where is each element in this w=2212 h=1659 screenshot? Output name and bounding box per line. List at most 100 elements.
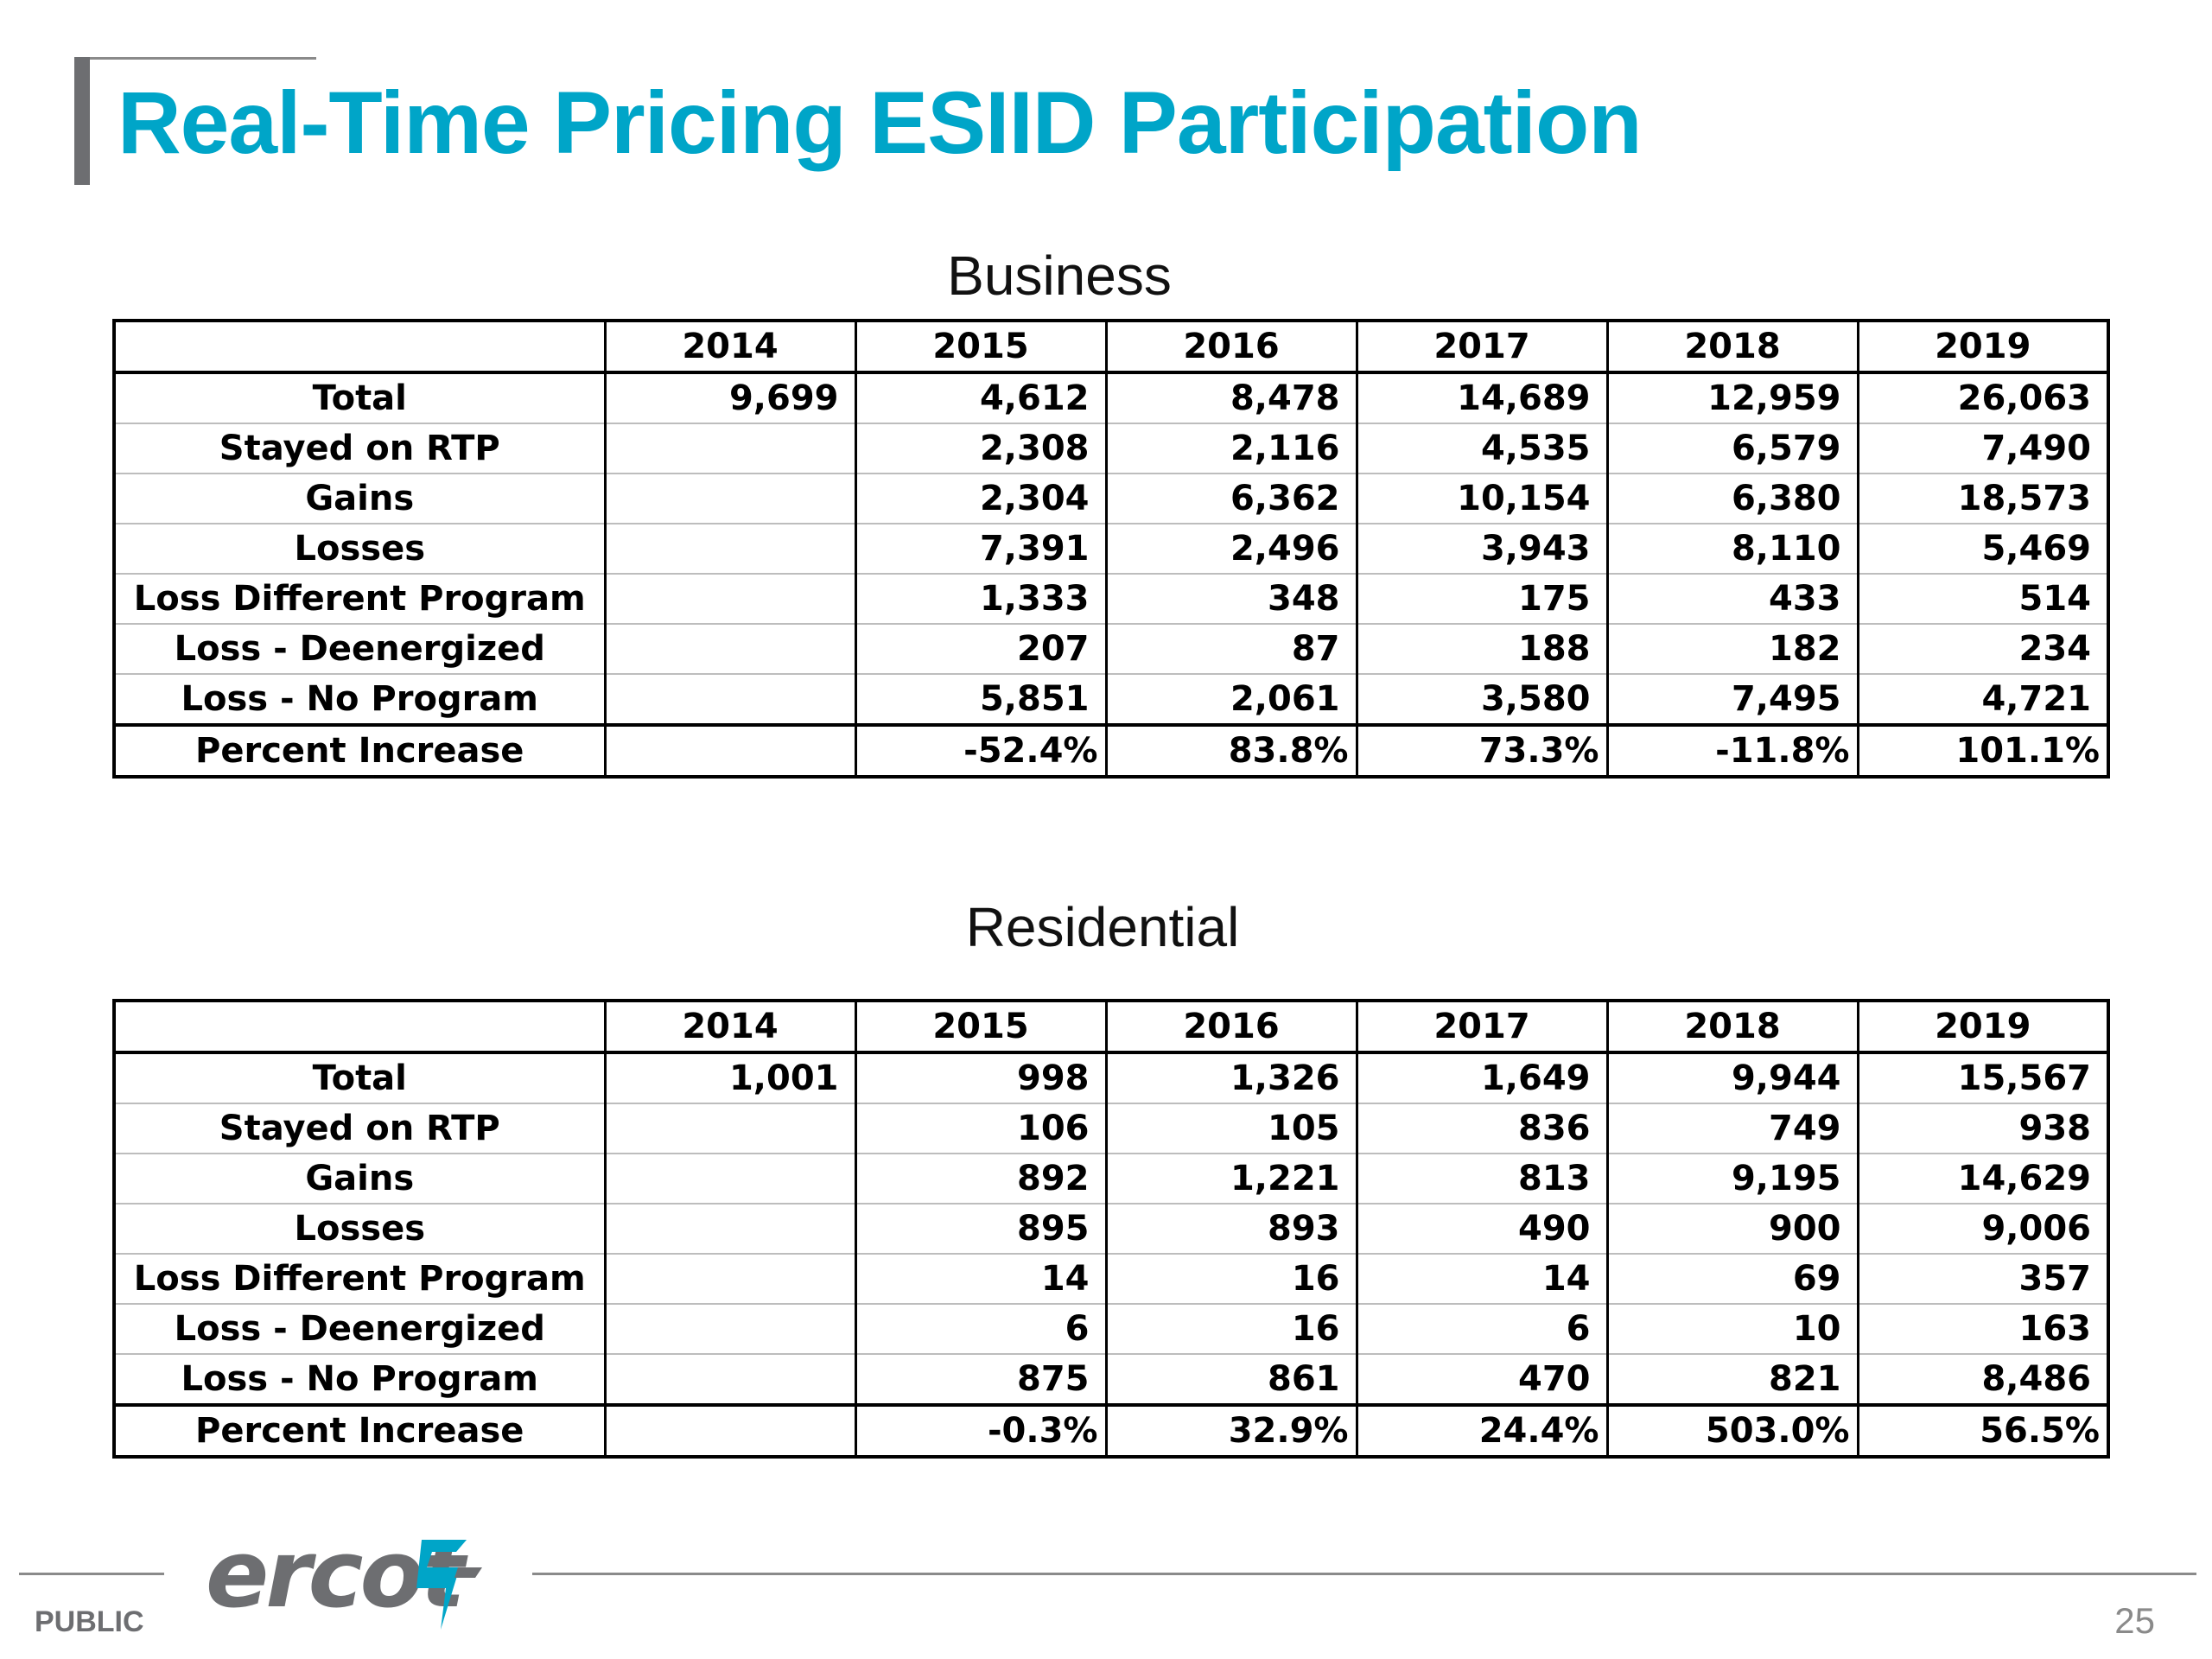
business-table: 2014 2015 2016 2017 2018 2019 Total 9,699 4,612 8… bbox=[112, 319, 2110, 779]
value-cell: 1,326 bbox=[1104, 1052, 1358, 1104]
residential-table: 2014 2015 2016 2017 2018 2019 Total 1,001 998 1,3… bbox=[112, 999, 2110, 1459]
value-cell: -0.3% bbox=[854, 1403, 1108, 1457]
table-row: Loss Different Program 1,333 348 175 433 514 bbox=[112, 574, 2110, 625]
value-cell: 182 bbox=[1605, 624, 1859, 675]
value-cell: 490 bbox=[1355, 1204, 1609, 1255]
value-cell: 5,469 bbox=[1856, 524, 2110, 575]
value-cell: 2,116 bbox=[1104, 423, 1358, 474]
value-cell: 875 bbox=[854, 1354, 1108, 1406]
value-cell: 14,629 bbox=[1856, 1154, 2110, 1205]
value-cell bbox=[603, 1304, 857, 1355]
table-row: Losses 7,391 2,496 3,943 8,110 5,469 bbox=[112, 524, 2110, 575]
row-label: Losses bbox=[112, 1204, 607, 1255]
value-cell: 6,380 bbox=[1605, 474, 1859, 524]
value-cell: 69 bbox=[1605, 1254, 1859, 1305]
value-cell: 2,496 bbox=[1104, 524, 1358, 575]
value-cell: 6 bbox=[854, 1304, 1108, 1355]
year-header: 2017 bbox=[1355, 321, 1609, 374]
value-cell: 105 bbox=[1104, 1103, 1358, 1154]
value-cell: 895 bbox=[854, 1204, 1108, 1255]
year-header: 2019 bbox=[1856, 1001, 2110, 1054]
value-cell: 9,195 bbox=[1605, 1154, 1859, 1205]
value-cell: 6,579 bbox=[1605, 423, 1859, 474]
value-cell: 8,110 bbox=[1605, 524, 1859, 575]
year-header: 2016 bbox=[1104, 321, 1358, 374]
value-cell: 18,573 bbox=[1856, 474, 2110, 524]
value-cell: 12,959 bbox=[1605, 372, 1859, 424]
table-row: Loss - Deenergized 6 16 6 10 163 bbox=[112, 1304, 2110, 1355]
value-cell: 15,567 bbox=[1856, 1052, 2110, 1104]
value-cell: -52.4% bbox=[854, 723, 1108, 777]
value-cell: 503.0% bbox=[1605, 1403, 1859, 1457]
value-cell: 1,649 bbox=[1355, 1052, 1609, 1104]
value-cell: 163 bbox=[1856, 1304, 2110, 1355]
row-label: Loss - Deenergized bbox=[112, 1304, 607, 1355]
header-corner-cell bbox=[112, 1001, 607, 1054]
table-row: Loss - No Program 875 861 470 821 8,486 bbox=[112, 1354, 2110, 1406]
year-header: 2019 bbox=[1856, 321, 2110, 374]
value-cell: 1,221 bbox=[1104, 1154, 1358, 1205]
value-cell: 14 bbox=[1355, 1254, 1609, 1305]
percent-increase-row: Percent Increase -0.3% 32.9% 24.4% 503.0% 56.… bbox=[112, 1403, 2110, 1457]
value-cell: 357 bbox=[1856, 1254, 2110, 1305]
row-label: Stayed on RTP bbox=[112, 423, 607, 474]
table-row: Gains 2,304 6,362 10,154 6,380 18,573 bbox=[112, 474, 2110, 524]
value-cell: 998 bbox=[854, 1052, 1108, 1104]
value-cell: 861 bbox=[1104, 1354, 1358, 1406]
year-header: 2014 bbox=[603, 1001, 857, 1054]
value-cell: 3,943 bbox=[1355, 524, 1609, 575]
value-cell: 8,486 bbox=[1856, 1354, 2110, 1406]
value-cell: 26,063 bbox=[1856, 372, 2110, 424]
value-cell bbox=[603, 524, 857, 575]
year-header: 2016 bbox=[1104, 1001, 1358, 1054]
value-cell: 836 bbox=[1355, 1103, 1609, 1154]
value-cell bbox=[603, 1103, 857, 1154]
value-cell: 9,699 bbox=[603, 372, 857, 424]
value-cell bbox=[603, 1204, 857, 1255]
row-label: Loss - Deenergized bbox=[112, 624, 607, 675]
value-cell: 73.3% bbox=[1355, 723, 1609, 777]
value-cell bbox=[603, 1403, 857, 1457]
value-cell bbox=[603, 1254, 857, 1305]
value-cell: 175 bbox=[1355, 574, 1609, 625]
value-cell: 9,006 bbox=[1856, 1204, 2110, 1255]
ercot-logo: ercot bbox=[206, 1521, 499, 1631]
row-label: Stayed on RTP bbox=[112, 1103, 607, 1154]
table-row: Loss - No Program 5,851 2,061 3,580 7,495 4,7… bbox=[112, 674, 2110, 726]
value-cell: 2,304 bbox=[854, 474, 1108, 524]
header-corner-cell bbox=[112, 321, 607, 374]
row-label: Total bbox=[112, 1052, 607, 1104]
value-cell: 2,061 bbox=[1104, 674, 1358, 726]
value-cell: 14 bbox=[854, 1254, 1108, 1305]
title-accent-bar bbox=[74, 57, 90, 185]
value-cell bbox=[603, 674, 857, 726]
value-cell: 900 bbox=[1605, 1204, 1859, 1255]
value-cell: 101.1% bbox=[1856, 723, 2110, 777]
table-row: Loss Different Program 14 16 14 69 357 bbox=[112, 1254, 2110, 1305]
value-cell: 470 bbox=[1355, 1354, 1609, 1406]
lightning-icon bbox=[416, 1540, 482, 1630]
value-cell: 7,490 bbox=[1856, 423, 2110, 474]
value-cell: 514 bbox=[1856, 574, 2110, 625]
row-label: Percent Increase bbox=[112, 1403, 607, 1457]
value-cell: 1,001 bbox=[603, 1052, 857, 1104]
value-cell bbox=[603, 723, 857, 777]
section-title-business: Business bbox=[947, 245, 1172, 307]
year-header: 2018 bbox=[1605, 1001, 1859, 1054]
value-cell: 892 bbox=[854, 1154, 1108, 1205]
section-title-residential: Residential bbox=[965, 896, 1240, 958]
value-cell bbox=[603, 1354, 857, 1406]
footer-divider-left bbox=[19, 1573, 164, 1575]
value-cell: 3,580 bbox=[1355, 674, 1609, 726]
value-cell: 6 bbox=[1355, 1304, 1609, 1355]
year-header: 2015 bbox=[854, 321, 1108, 374]
value-cell bbox=[603, 624, 857, 675]
value-cell: 1,333 bbox=[854, 574, 1108, 625]
table-row: Loss - Deenergized 207 87 188 182 234 bbox=[112, 624, 2110, 675]
value-cell: 813 bbox=[1355, 1154, 1609, 1205]
value-cell: 234 bbox=[1856, 624, 2110, 675]
value-cell: 16 bbox=[1104, 1304, 1358, 1355]
value-cell: -11.8% bbox=[1605, 723, 1859, 777]
row-label: Total bbox=[112, 372, 607, 424]
classification-label: PUBLIC bbox=[35, 1605, 144, 1638]
